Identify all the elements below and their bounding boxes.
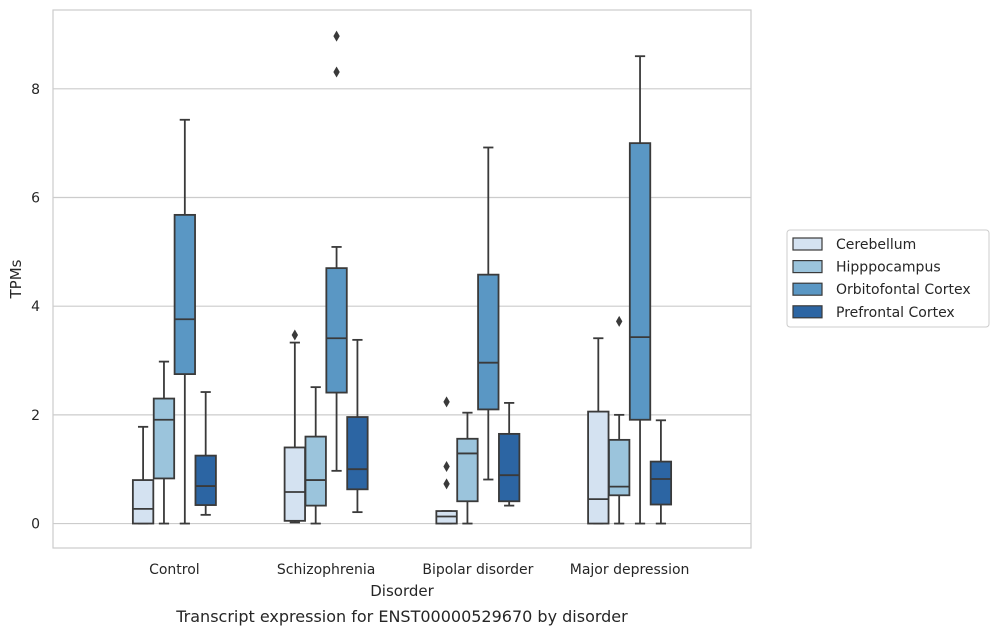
box-body: [152, 397, 176, 480]
legend-swatch: [792, 305, 823, 319]
outlier-point: [333, 30, 340, 42]
box-body: [173, 213, 196, 376]
outlier-point: [615, 315, 623, 327]
box-body: [131, 479, 155, 525]
box-body: [325, 267, 348, 394]
outlier-point: [333, 66, 340, 78]
outlier-point: [443, 478, 450, 490]
y-tick-label: 0: [31, 517, 40, 533]
box-plot-item: [346, 338, 369, 514]
box-body: [477, 273, 500, 411]
box-plot-item: [477, 146, 500, 481]
series-group: [131, 329, 610, 525]
x-tick-label: Schizophrenia: [277, 562, 375, 578]
box-series: [131, 30, 673, 525]
box-plot-item: [152, 360, 176, 525]
box-plot-item: [435, 396, 458, 525]
legend-swatch: [792, 260, 823, 274]
box-body: [498, 432, 521, 503]
box-plot-item: [456, 411, 479, 525]
y-tick-label: 4: [31, 299, 40, 315]
box-plot-item: [131, 425, 155, 525]
legend: Cerebellum Hipppocampus Orbitofontal Corte…: [786, 229, 990, 328]
y-axis-title: TPMs: [7, 259, 25, 299]
y-tick-label: 2: [31, 408, 40, 424]
box-plot-item: [608, 315, 631, 525]
x-tick-label: Bipolar disorder: [422, 562, 533, 578]
outlier-point: [443, 460, 450, 472]
legend-frame: [786, 229, 990, 328]
y-axis-ticks: 0 2 4 6 8: [31, 82, 40, 533]
box-plot-item: [325, 30, 348, 472]
y-tick-label: 6: [31, 190, 40, 206]
y-tick-label: 8: [31, 82, 40, 98]
box-body: [283, 446, 306, 522]
series-group: [152, 315, 631, 525]
box-plot-item: [304, 386, 327, 525]
box-body: [608, 438, 631, 497]
box-plot-item: [283, 329, 306, 524]
x-tick-label: Major depression: [570, 562, 690, 578]
legend-label: Orbitofontal Cortex: [836, 282, 971, 298]
legend-swatch: [792, 237, 823, 251]
series-group: [173, 30, 652, 525]
x-axis-ticks: Control Schizophrenia Bipolar disorder Majo…: [149, 562, 689, 578]
legend-label: Hipppocampus: [836, 260, 941, 276]
box-body: [346, 416, 369, 491]
box-body: [649, 460, 673, 506]
box-body: [628, 142, 652, 421]
x-tick-label: Control: [149, 562, 200, 578]
outlier-point: [291, 329, 299, 341]
outlier-point: [443, 396, 450, 408]
legend-label: Cerebellum: [836, 237, 916, 253]
box-body: [587, 410, 610, 525]
series-group: [194, 338, 673, 525]
box-body: [456, 437, 479, 503]
legend-label: Prefrontal Cortex: [836, 305, 955, 321]
box-body: [194, 454, 217, 506]
box-plot-item: [173, 118, 196, 525]
chart-caption: Transcript expression for ENST0000052967…: [175, 607, 628, 626]
box-plot-item: [628, 55, 652, 525]
x-axis-title: Disorder: [370, 582, 434, 600]
box-plot-item: [194, 391, 217, 516]
box-body: [304, 435, 327, 507]
legend-swatch: [792, 282, 823, 296]
plot-frame: [52, 9, 752, 549]
box-plot-item: [498, 402, 521, 507]
box-plot-item: [649, 419, 673, 525]
